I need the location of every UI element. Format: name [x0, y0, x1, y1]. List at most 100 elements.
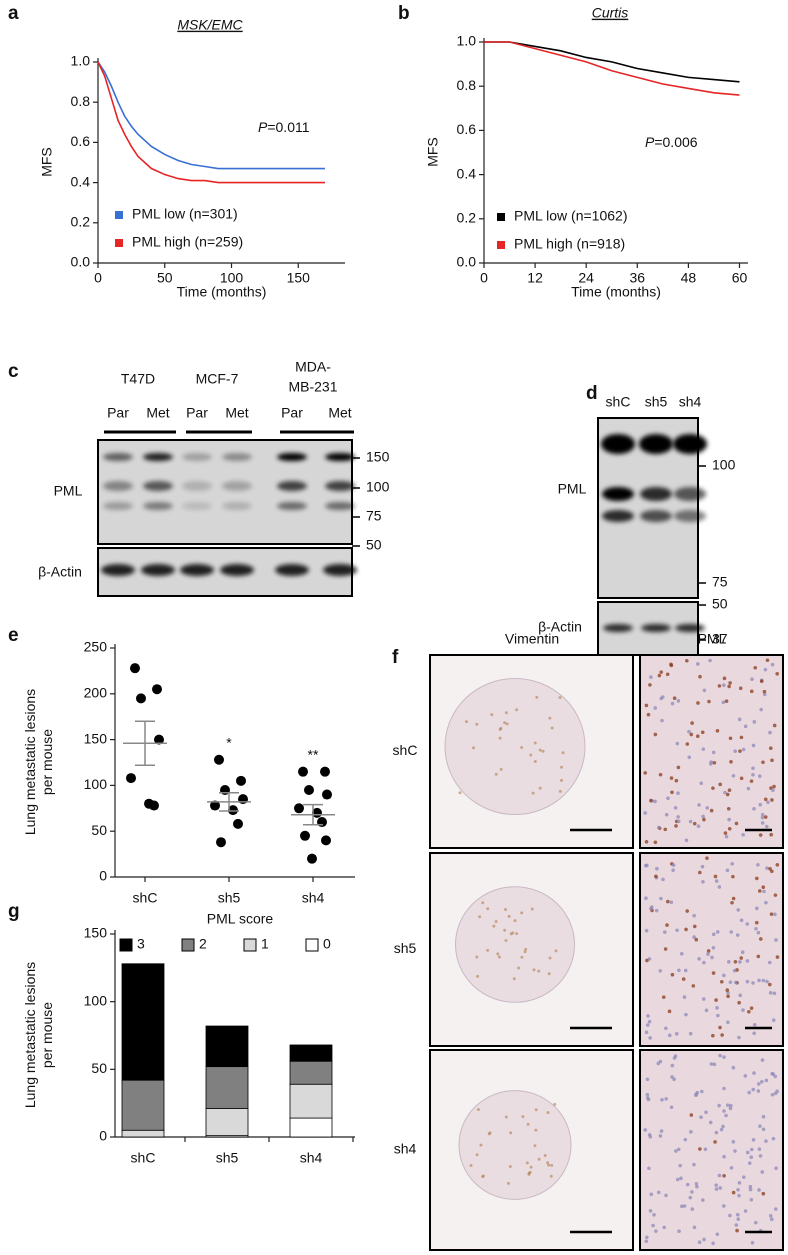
cell — [716, 1013, 720, 1018]
cell — [727, 817, 731, 822]
cell — [735, 1228, 739, 1233]
cell — [763, 815, 768, 819]
y-tick-label: 0.8 — [71, 93, 91, 109]
legend-swatch — [243, 938, 257, 952]
stain — [512, 977, 516, 981]
protein-label: β-Actin — [538, 619, 582, 635]
stain — [560, 765, 564, 769]
cell — [672, 1056, 677, 1060]
x-tick-label: shC — [131, 1150, 156, 1166]
cell — [767, 982, 772, 987]
y-axis-label: MFS — [39, 147, 55, 177]
cell — [722, 1086, 726, 1091]
data-point — [236, 775, 246, 786]
cell — [759, 679, 764, 684]
stain — [469, 1163, 473, 1167]
cell — [711, 1241, 715, 1246]
cell — [711, 932, 716, 937]
y-axis-label: per mouse — [39, 1002, 55, 1068]
chart-title: Curtis — [592, 5, 629, 21]
cell — [734, 980, 738, 985]
stain — [549, 1174, 553, 1178]
cell — [747, 1090, 752, 1095]
cell — [755, 906, 759, 911]
stain — [515, 708, 519, 712]
cell — [761, 885, 766, 890]
p-value: P=0.011 — [258, 119, 310, 135]
data-point — [154, 734, 164, 745]
cell — [674, 824, 678, 828]
legend-title: PML score — [207, 911, 274, 927]
cell — [647, 1019, 652, 1024]
cell — [645, 1235, 649, 1240]
cell — [768, 991, 773, 995]
cell — [695, 1090, 700, 1095]
cell — [653, 840, 658, 845]
legend-swatch — [497, 213, 505, 221]
cell — [749, 1147, 754, 1152]
cell-line-label: MCF-7 — [196, 371, 239, 387]
stain — [534, 1108, 538, 1112]
cell — [648, 1036, 652, 1040]
cell — [761, 1191, 766, 1196]
cell — [760, 1170, 765, 1174]
tissue-image — [639, 1049, 784, 1251]
cell — [772, 991, 777, 996]
blot-band — [141, 564, 175, 576]
x-tick-label: 48 — [681, 270, 697, 286]
cell — [731, 1190, 736, 1195]
cell — [663, 930, 667, 934]
cell — [684, 838, 689, 843]
blot-band — [602, 510, 634, 522]
cell — [729, 1103, 733, 1108]
cell — [665, 672, 670, 677]
y-axis-label-group: MFS — [425, 137, 441, 167]
cell — [694, 1182, 699, 1186]
cell — [773, 912, 777, 917]
cell — [701, 747, 706, 751]
blot-band — [277, 502, 307, 510]
cell — [750, 1240, 755, 1245]
y-axis-label: per mouse — [39, 729, 55, 795]
cell — [651, 1223, 655, 1228]
size-marker: 150 — [366, 449, 390, 465]
cell — [721, 1124, 725, 1129]
cell — [667, 1009, 672, 1014]
blot-band — [675, 624, 705, 632]
cell — [769, 832, 773, 837]
cell — [696, 701, 700, 705]
bar-segment — [289, 1044, 333, 1062]
cell — [730, 900, 734, 905]
cell — [704, 1008, 709, 1013]
cell — [661, 877, 665, 882]
cell — [654, 874, 658, 879]
cell — [775, 671, 779, 676]
cell — [749, 1197, 754, 1202]
cell — [711, 750, 716, 755]
survival-curve — [484, 41, 740, 83]
cell — [705, 806, 710, 810]
cell — [728, 681, 732, 685]
stain — [458, 791, 462, 795]
legend-swatch — [181, 938, 195, 952]
cell — [650, 905, 654, 909]
cell — [695, 1184, 699, 1189]
x-tick-label: 150 — [287, 270, 311, 286]
stain — [534, 1128, 538, 1132]
y-tick-label: 200 — [84, 685, 108, 701]
cell — [775, 955, 780, 959]
cell — [688, 819, 693, 824]
stain — [521, 1115, 525, 1119]
blot-band — [603, 624, 633, 632]
y-axis-label-group: Lung metastatic lesions per mouse — [22, 689, 55, 835]
stain — [533, 741, 537, 745]
cell — [757, 1188, 761, 1192]
cell — [688, 1031, 693, 1036]
cell — [718, 782, 722, 787]
cell — [722, 676, 727, 681]
stain — [520, 955, 524, 959]
cell — [757, 978, 761, 983]
cell — [751, 1087, 756, 1092]
row-label: shC — [393, 742, 418, 758]
cell — [734, 1223, 739, 1227]
